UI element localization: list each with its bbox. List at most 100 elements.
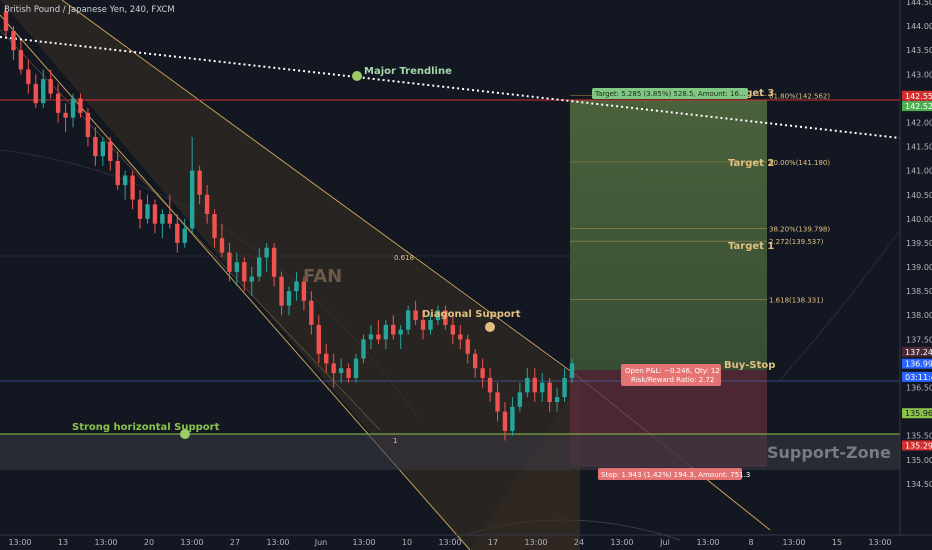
x-tick-label: 8 [748, 538, 753, 547]
label-strong-support: Strong horizontal Support [72, 422, 220, 433]
candle-body [130, 175, 135, 200]
candle-body [569, 363, 575, 378]
y-tick-label: 140.500 [906, 191, 932, 200]
price-tag-label: 135.298 [905, 441, 932, 450]
candle-body [78, 98, 83, 113]
candle-body [26, 69, 31, 84]
label-target-2: Target 2 [728, 158, 774, 169]
x-tick-label: 15 [832, 538, 842, 547]
price-tag-label: 03:11:44 [905, 373, 932, 382]
candle-body [48, 79, 53, 94]
candle-body [338, 368, 344, 374]
candle-body [145, 204, 150, 219]
candle-body [249, 276, 254, 282]
y-tick-label: 141.000 [906, 167, 932, 176]
y-tick-label: 143.000 [906, 70, 932, 79]
y-axis-panel [900, 0, 932, 550]
y-tick-label: 135.500 [906, 432, 932, 441]
candle-body [540, 382, 545, 393]
candle-body [309, 300, 314, 325]
x-axis[interactable]: 13:00 13 13:00 20 13:00 27 13:00 Jun 13:00 10 13:0… [8, 538, 891, 547]
candle-body [353, 358, 359, 378]
candle-body [472, 353, 478, 369]
price-tags: 142.554142.526 137.241 136.995 03:11:44 135.… [902, 90, 932, 451]
x-tick-label: 13:00 [868, 538, 891, 547]
price-tag [902, 440, 932, 451]
fib-label: 61.80%(142.562) [769, 92, 830, 100]
x-tick-label: 13:00 [438, 538, 461, 547]
candle-body [93, 136, 98, 157]
label-buy-stop: Buy-Stop [724, 360, 775, 371]
candle-body [3, 11, 9, 31]
candle-body [435, 310, 441, 321]
y-tick-label: 141.500 [906, 143, 932, 152]
y-tick-label: 135.000 [906, 456, 932, 465]
candle-body [480, 368, 485, 378]
fib-label: 1.618(138.331) [769, 296, 824, 304]
candle-body [85, 112, 91, 137]
fan-line-mid [0, 29, 381, 431]
fan-line-upper[interactable] [61, 0, 581, 379]
candle-body [219, 238, 225, 253]
candles-group [3, 6, 575, 441]
x-tick-label: 27 [230, 538, 240, 547]
y-tick-label: 143.500 [906, 46, 932, 55]
candle-body [279, 276, 284, 306]
price-tag-label: 137.241 [905, 348, 932, 357]
x-tick-label: 13:00 [610, 538, 633, 547]
fib-labels: 61.80%(142.562) 50.00%(141.180) 38.20%(139… [769, 92, 830, 304]
trendline-marker[interactable] [352, 71, 362, 81]
price-tag [902, 101, 932, 112]
candle-body [204, 194, 210, 215]
diagonal-support-marker[interactable] [485, 322, 495, 332]
major-trendline[interactable] [0, 36, 901, 139]
candle-body [487, 377, 493, 393]
candle-body [420, 320, 426, 330]
y-tick-label: 139.500 [906, 239, 932, 248]
candle-body [361, 339, 366, 359]
candle-body [525, 377, 530, 393]
candle-body [465, 339, 470, 354]
candle-body [301, 281, 307, 301]
candle-body [137, 199, 143, 219]
price-tag-label: 136.995 [905, 360, 932, 369]
fib-label: 2.272(139.537) [769, 238, 824, 246]
x-tick-label: 13:00 [180, 538, 203, 547]
candle-body [376, 334, 381, 340]
label-target-1: Target 1 [728, 241, 774, 252]
x-tick-label: 13:00 [94, 538, 117, 547]
candle-body [562, 377, 567, 398]
label-support-zone: Support-Zone [767, 443, 891, 462]
candle-body [63, 112, 68, 118]
candle-body [108, 141, 113, 162]
chart-title: British Pound / Japanese Yen, 240, FXCM [4, 5, 175, 15]
candle-body [495, 392, 500, 412]
x-tick-label: Jun [314, 538, 328, 547]
y-tick-label: 138.500 [906, 287, 932, 296]
candle-body [450, 324, 456, 335]
price-tag-label: 135.967 [905, 409, 932, 418]
candle-body [547, 382, 552, 402]
candle-body [70, 98, 76, 118]
x-tick-label: 24 [574, 538, 584, 547]
y-tick-label: 134.500 [906, 480, 932, 489]
label-fan-0618: 0.618 [394, 254, 414, 262]
candle-body [510, 406, 515, 431]
x-tick-label: 13:00 [8, 538, 31, 547]
candle-body [532, 377, 537, 393]
x-tick-label: 13:00 [266, 538, 289, 547]
candle-body [182, 228, 187, 243]
label-target-info: Target: 5.285 (3.85%) 528.5, Amount: 16… [594, 90, 746, 98]
candle-body [115, 161, 120, 186]
candle-body [324, 353, 329, 364]
candle-body [517, 392, 523, 407]
candle-body [346, 368, 351, 378]
y-tick-label: 140.000 [906, 215, 932, 224]
price-tag [902, 346, 932, 357]
support-marker[interactable] [180, 429, 190, 439]
candle-body [443, 310, 448, 325]
candle-body [398, 329, 403, 335]
y-tick-label: 136.500 [906, 384, 932, 393]
x-tick-label: 20 [144, 538, 154, 547]
